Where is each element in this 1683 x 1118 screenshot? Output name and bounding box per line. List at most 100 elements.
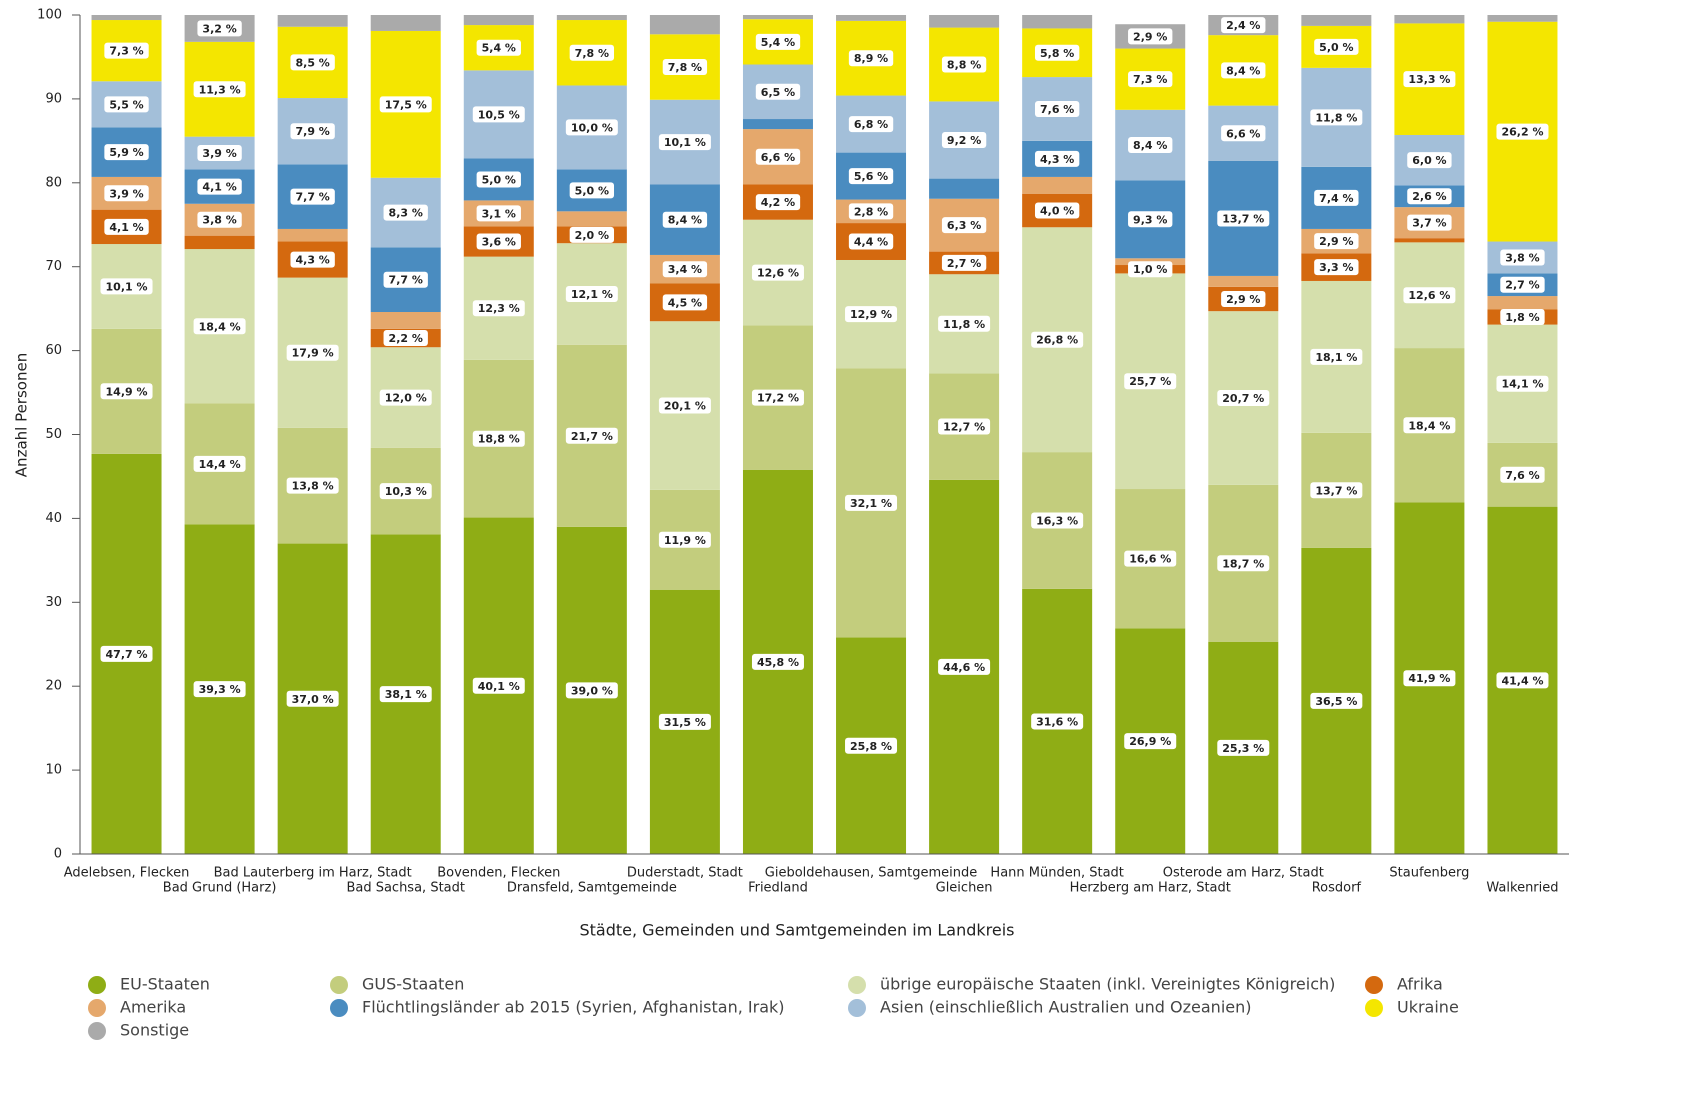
value-label: 5,5 %	[109, 98, 143, 111]
value-label-box	[197, 211, 242, 228]
value-label-box	[100, 383, 153, 400]
bar-segment	[91, 15, 162, 21]
value-label: 4,0 %	[1040, 204, 1074, 217]
legend-swatch	[88, 999, 106, 1017]
value-label: 20,1 %	[664, 400, 706, 413]
value-label-box	[286, 344, 339, 361]
value-label-box	[379, 96, 432, 113]
value-label-box	[1310, 348, 1363, 365]
value-label: 4,5 %	[668, 296, 702, 309]
value-label-box	[472, 430, 525, 447]
value-label-box	[1221, 125, 1266, 142]
value-label: 8,4 %	[668, 214, 702, 227]
value-label: 6,6 %	[761, 151, 795, 164]
value-label: 7,7 %	[389, 274, 423, 287]
value-label-box	[104, 96, 149, 113]
value-label-box	[938, 315, 991, 332]
legend-label: Ukraine	[1397, 998, 1459, 1017]
value-label: 11,9 %	[664, 534, 706, 547]
value-label-box	[1496, 375, 1549, 392]
value-label-box	[1221, 62, 1266, 79]
value-label: 5,0 %	[1319, 41, 1353, 54]
bar-segment	[649, 15, 720, 35]
legend-label: GUS-Staaten	[362, 975, 464, 994]
value-label-box	[658, 134, 711, 151]
value-label-box	[100, 645, 153, 662]
y-tick-label: 60	[45, 343, 62, 358]
value-label-box	[472, 300, 525, 317]
value-label: 39,3 %	[199, 683, 241, 696]
value-label: 10,3 %	[385, 485, 427, 498]
value-label-box	[1128, 137, 1173, 154]
value-label: 14,4 %	[199, 458, 241, 471]
value-label-box	[1500, 466, 1545, 483]
value-label-box	[569, 182, 615, 199]
x-tick-label: Bad Sachsa, Stadt	[346, 881, 465, 896]
value-label: 7,9 %	[295, 125, 329, 138]
value-label: 7,4 %	[1319, 192, 1353, 205]
value-label-box	[383, 330, 428, 347]
value-label: 4,1 %	[109, 221, 143, 234]
x-tick-label: Herzberg am Harz, Stadt	[1070, 881, 1231, 896]
value-label-box	[1124, 733, 1177, 750]
value-label: 5,8 %	[1040, 47, 1074, 60]
y-tick-label: 80	[45, 175, 62, 190]
value-label-box	[1500, 276, 1545, 293]
value-label-box	[662, 59, 708, 76]
value-label: 44,6 %	[943, 661, 985, 674]
bar-segment	[277, 15, 348, 27]
y-tick-label: 0	[54, 847, 62, 862]
legend-swatch	[848, 976, 866, 994]
value-label-box	[476, 233, 521, 250]
value-label-box	[662, 211, 708, 228]
value-label-box	[197, 178, 242, 195]
value-label-box	[1403, 71, 1456, 88]
value-label: 17,5 %	[385, 98, 427, 111]
value-label: 3,2 %	[202, 22, 236, 35]
x-tick-label: Osterode am Harz, Stadt	[1163, 866, 1324, 881]
value-label: 31,6 %	[1036, 715, 1078, 728]
value-label-box	[941, 217, 987, 234]
value-label-box	[1034, 150, 1080, 167]
value-label-box	[1217, 210, 1270, 227]
value-label: 5,9 %	[109, 146, 143, 159]
value-label: 13,7 %	[1222, 212, 1264, 225]
x-axis-title: Städte, Gemeinden und Samtgemeinden im L…	[580, 921, 1015, 940]
value-label: 12,3 %	[478, 302, 520, 315]
value-label: 6,8 %	[854, 118, 888, 131]
value-label: 6,5 %	[761, 86, 795, 99]
value-label: 9,2 %	[947, 134, 981, 147]
bar-segment	[742, 15, 813, 20]
value-label: 2,4 %	[1226, 19, 1260, 32]
x-tick-label: Friedland	[748, 881, 808, 896]
value-label-box	[662, 294, 708, 311]
x-tick-label: Bad Grund (Harz)	[163, 881, 277, 896]
value-label-box	[1500, 249, 1545, 266]
value-label-box	[1407, 214, 1452, 231]
value-label: 13,8 %	[292, 480, 334, 493]
legend-swatch	[88, 1022, 106, 1040]
x-tick-label: Dransfeld, Samtgemeinde	[507, 881, 677, 896]
value-label-box	[1403, 417, 1456, 434]
legend-swatch	[848, 999, 866, 1017]
legend-label: übrige europäische Staaten (inkl. Verein…	[880, 975, 1335, 994]
x-tick-label: Gieboldehausen, Samtgemeinde	[765, 866, 977, 881]
value-label: 3,6 %	[482, 236, 516, 249]
bar-segment	[1022, 176, 1093, 194]
value-label-box	[472, 106, 525, 123]
value-label: 2,7 %	[947, 257, 981, 270]
legend-swatch	[330, 976, 348, 994]
value-label-box	[1310, 482, 1363, 499]
value-label-box	[476, 171, 521, 188]
value-label-box	[751, 389, 804, 406]
value-label: 3,8 %	[202, 214, 236, 227]
value-label-box	[755, 148, 801, 165]
value-label-box	[565, 119, 618, 136]
value-label-box	[1031, 512, 1084, 529]
value-label: 41,9 %	[1408, 672, 1450, 685]
value-label-box	[104, 144, 149, 161]
value-label-box	[1034, 100, 1080, 117]
x-tick-label: Bovenden, Flecken	[437, 866, 560, 881]
value-label: 2,9 %	[1133, 30, 1167, 43]
value-label-box	[1314, 38, 1359, 55]
